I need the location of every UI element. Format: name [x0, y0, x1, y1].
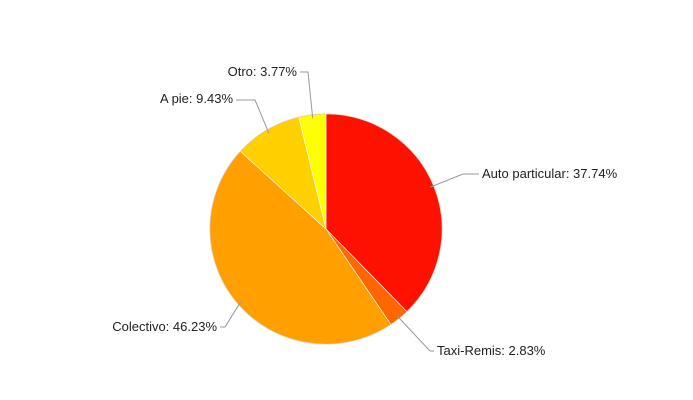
- leader-line-auto-particular: [430, 173, 479, 188]
- pie-slices: [209, 113, 443, 345]
- slice-label-a-pie: A pie: 9.43%: [160, 91, 233, 106]
- slice-label-colectivo: Colectivo: 46.23%: [112, 319, 217, 334]
- label-leader-lines: [220, 71, 479, 352]
- leader-line-a-pie: [236, 99, 270, 134]
- slice-label-auto-particular: Auto particular: 37.74%: [482, 166, 618, 181]
- leader-line-taxi-remis: [396, 315, 434, 352]
- slice-label-taxi-remis: Taxi-Remis: 2.83%: [437, 343, 546, 358]
- leader-line-colectivo: [220, 301, 242, 328]
- pie-rim: [209, 113, 443, 345]
- pie-slice-colectivo: [209, 150, 392, 345]
- slice-label-otro: Otro: 3.77%: [228, 64, 298, 79]
- leader-line-otro: [300, 71, 314, 119]
- slice-labels: Auto particular: 37.74% Taxi-Remis: 2.83…: [112, 64, 617, 358]
